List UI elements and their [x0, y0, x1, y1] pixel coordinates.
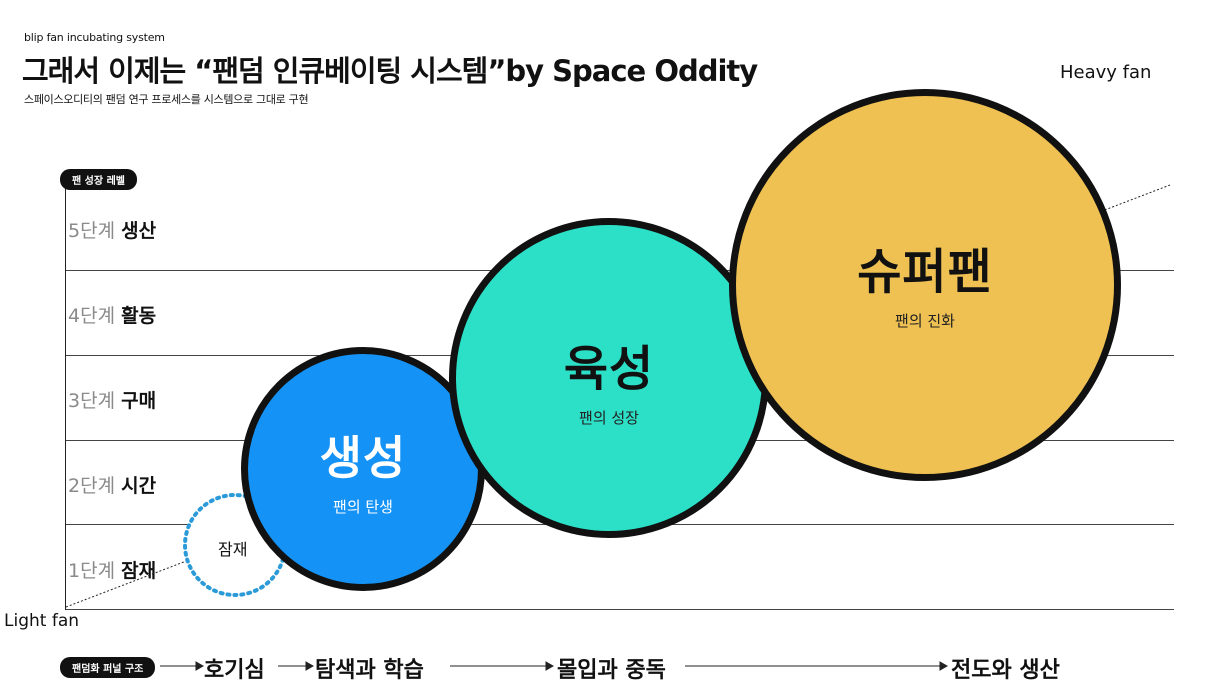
funnel-arrow-head	[195, 661, 205, 671]
baseline	[66, 609, 1174, 610]
funnel-step-exploration: 탐색과 학습	[315, 658, 424, 683]
growth-stage-title: 육성	[563, 340, 655, 397]
potential-label: 잠재	[218, 540, 248, 559]
level-5-label: 5단계 생산	[68, 220, 157, 242]
page-title: 그래서 이제는 “팬덤 인큐베이팅 시스템”by Space Oddity	[22, 54, 758, 88]
super-fan-subtitle: 팬의 진화	[895, 311, 955, 330]
super-fan-circle: 슈퍼팬 팬의 진화	[729, 89, 1121, 481]
funnel-step-evangelism: 전도와 생산	[951, 658, 1060, 683]
funnel-step-curiosity: 호기심	[204, 658, 265, 683]
light-fan-label: Light fan	[4, 611, 80, 631]
system-subtitle: blip fan incubating system	[24, 31, 165, 44]
growth-stage-circle: 육성 팬의 성장	[449, 218, 769, 538]
level-1-label: 1단계 잠재	[68, 560, 157, 582]
birth-stage-subtitle: 팬의 탄생	[333, 497, 393, 516]
funnel-arrow-head	[939, 661, 949, 671]
funnel-badge: 팬덤화 퍼널 구조	[60, 657, 156, 678]
growth-stage-subtitle: 팬의 성장	[579, 408, 639, 427]
funnel-arrow-head	[305, 661, 315, 671]
funnel-step-immersion: 몰입과 중독	[557, 658, 666, 683]
level-axis	[65, 180, 66, 610]
birth-stage-title: 생성	[319, 430, 407, 485]
fan-level-badge: 팬 성장 레벨	[60, 169, 137, 190]
level-3-label: 3단계 구매	[68, 390, 157, 412]
heavy-fan-label: Heavy fan	[1060, 62, 1152, 83]
funnel-arrow-head	[545, 661, 555, 671]
level-4-label: 4단계 활동	[68, 305, 157, 327]
super-fan-title: 슈퍼팬	[857, 243, 993, 300]
level-2-label: 2단계 시간	[68, 475, 157, 497]
page-description: 스페이스오디티의 팬덤 연구 프로세스를 시스템으로 그대로 구현	[24, 93, 309, 106]
